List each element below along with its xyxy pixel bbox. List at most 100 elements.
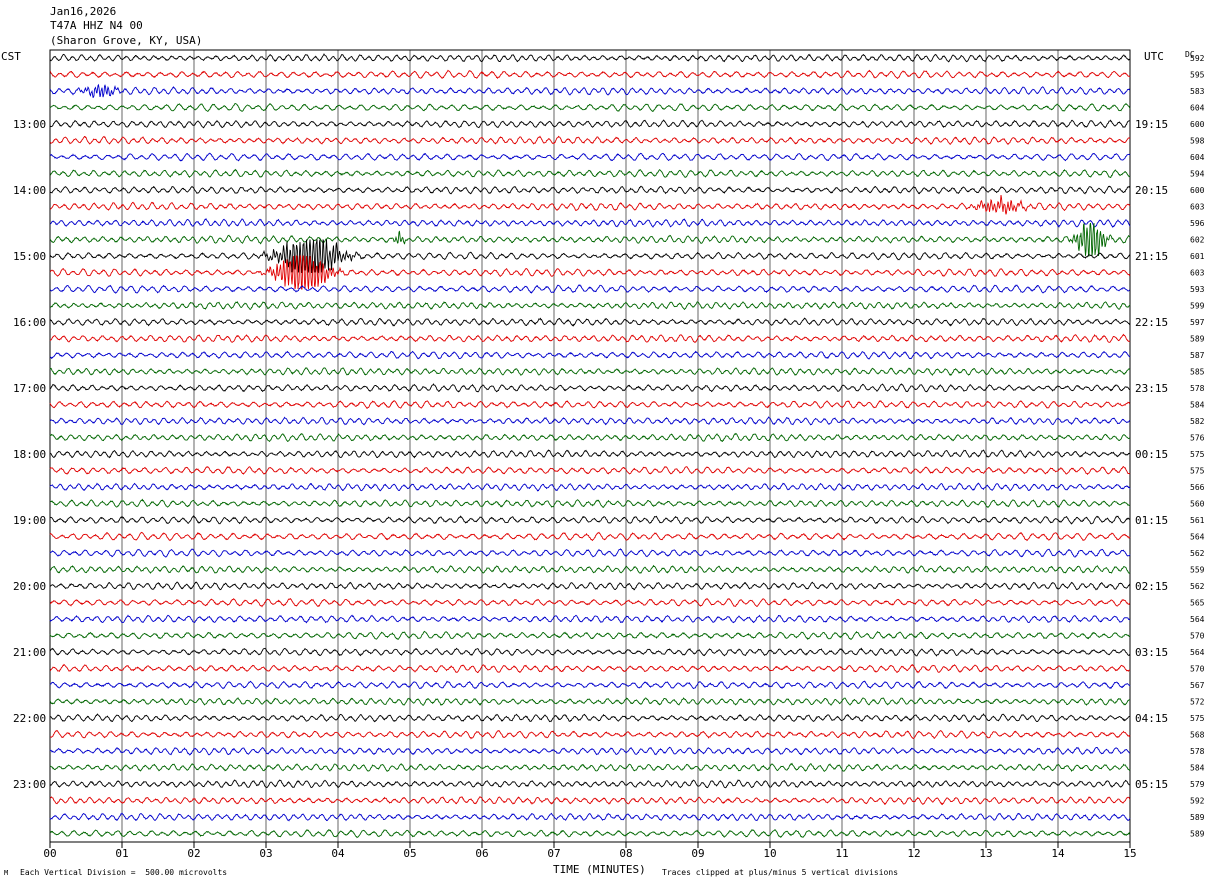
clip-note: Traces clipped at plus/minus 5 vertical … bbox=[662, 868, 899, 877]
hour-label-left: 21:00 bbox=[13, 646, 46, 659]
seismic-trace-13 bbox=[49, 239, 1131, 274]
x-axis-label: TIME (MINUTES) bbox=[553, 863, 646, 876]
hour-label-right: 20:15 bbox=[1135, 184, 1168, 197]
left-timezone-label: CST bbox=[1, 50, 21, 63]
hour-label-left: 13:00 bbox=[13, 118, 46, 131]
seismic-trace-25 bbox=[49, 449, 1131, 459]
dc-offset-label: 596 bbox=[1190, 219, 1205, 228]
seismic-trace-24 bbox=[49, 432, 1131, 443]
footer-mark: M bbox=[4, 869, 9, 877]
right-timezone-label: UTC bbox=[1144, 50, 1164, 63]
dc-offset-label: 582 bbox=[1190, 417, 1205, 426]
dc-offset-label: 575 bbox=[1190, 450, 1205, 459]
hour-label-left: 20:00 bbox=[13, 580, 46, 593]
seismic-trace-29 bbox=[49, 515, 1131, 525]
hour-label-right: 03:15 bbox=[1135, 646, 1168, 659]
dc-offset-label: 565 bbox=[1190, 599, 1205, 608]
dc-offset-label: 562 bbox=[1190, 582, 1205, 591]
seismic-trace-47 bbox=[49, 812, 1131, 822]
seismic-trace-23 bbox=[49, 416, 1131, 426]
dc-offset-label: 584 bbox=[1190, 764, 1205, 773]
hour-label-right: 01:15 bbox=[1135, 514, 1168, 527]
seismic-trace-18 bbox=[49, 333, 1131, 344]
dc-offset-label: 566 bbox=[1190, 483, 1205, 492]
plot-frame bbox=[49, 49, 1131, 843]
hour-label-right: 04:15 bbox=[1135, 712, 1168, 725]
seismic-trace-10 bbox=[50, 195, 1131, 215]
seismic-trace-20 bbox=[49, 367, 1131, 376]
seismic-trace-2 bbox=[49, 69, 1131, 80]
seismic-trace-41 bbox=[49, 713, 1131, 723]
dc-offset-label: 575 bbox=[1190, 467, 1205, 476]
hour-label-right: 21:15 bbox=[1135, 250, 1168, 263]
x-tick-label: 03 bbox=[259, 847, 272, 860]
seismic-trace-37 bbox=[49, 647, 1131, 657]
seismic-trace-38 bbox=[49, 663, 1131, 674]
seismic-trace-22 bbox=[49, 400, 1131, 410]
seismic-trace-42 bbox=[50, 729, 1131, 740]
dc-offset-label: 592 bbox=[1190, 54, 1205, 63]
dc-offset-label: 599 bbox=[1190, 302, 1205, 311]
x-tick-label: 06 bbox=[475, 847, 488, 860]
dc-offset-label: 602 bbox=[1190, 236, 1205, 245]
hour-label-right: 22:15 bbox=[1135, 316, 1168, 329]
dc-offset-label: 578 bbox=[1190, 384, 1205, 393]
x-tick-label: 04 bbox=[331, 847, 345, 860]
seismic-trace-31 bbox=[49, 548, 1131, 558]
hour-label-right: 00:15 bbox=[1135, 448, 1168, 461]
x-tick-label: 11 bbox=[835, 847, 848, 860]
seismic-trace-43 bbox=[49, 746, 1131, 756]
seismic-trace-8 bbox=[49, 168, 1131, 179]
dc-offset-label: 579 bbox=[1190, 780, 1205, 789]
dc-offset-label: 593 bbox=[1190, 285, 1205, 294]
seismic-trace-7 bbox=[49, 152, 1131, 162]
dc-offset-label: 559 bbox=[1190, 566, 1205, 575]
seismic-trace-3 bbox=[49, 83, 1131, 98]
hour-label-right: 23:15 bbox=[1135, 382, 1168, 395]
dc-offset-label: 604 bbox=[1190, 153, 1205, 162]
station-location: (Sharon Grove, KY, USA) bbox=[50, 34, 203, 47]
dc-offset-label: 587 bbox=[1190, 351, 1205, 360]
dc-offset-label: 578 bbox=[1190, 747, 1205, 756]
dc-label: DC bbox=[1185, 50, 1195, 59]
seismic-trace-12 bbox=[49, 222, 1131, 257]
dc-offset-label: 600 bbox=[1190, 186, 1205, 195]
x-tick-label: 00 bbox=[43, 847, 56, 860]
dc-offset-label: 592 bbox=[1190, 797, 1205, 806]
x-tick-label: 14 bbox=[1051, 847, 1065, 860]
x-tick-label: 09 bbox=[691, 847, 704, 860]
x-tick-label: 05 bbox=[403, 847, 416, 860]
x-tick-label: 12 bbox=[907, 847, 920, 860]
dc-offset-label: 583 bbox=[1190, 87, 1205, 96]
seismic-trace-9 bbox=[49, 185, 1131, 195]
seismic-trace-44 bbox=[49, 762, 1131, 772]
x-tick-label: 07 bbox=[547, 847, 560, 860]
seismic-trace-36 bbox=[49, 630, 1131, 641]
dc-offset-label: 603 bbox=[1190, 203, 1205, 212]
x-tick-label: 01 bbox=[115, 847, 128, 860]
hour-label-left: 16:00 bbox=[13, 316, 46, 329]
dc-offset-label: 598 bbox=[1190, 137, 1205, 146]
dc-offset-label: 600 bbox=[1190, 120, 1205, 129]
hour-label-right: 05:15 bbox=[1135, 778, 1168, 791]
seismic-trace-19 bbox=[49, 350, 1131, 360]
hour-label-left: 23:00 bbox=[13, 778, 46, 791]
dc-offset-label: 597 bbox=[1190, 318, 1205, 327]
dc-offset-label: 568 bbox=[1190, 731, 1205, 740]
dc-offset-label: 589 bbox=[1190, 335, 1205, 344]
dc-offset-label: 564 bbox=[1190, 533, 1205, 542]
seismic-trace-17 bbox=[49, 317, 1131, 327]
dc-offset-label: 584 bbox=[1190, 401, 1205, 410]
seismic-trace-33 bbox=[49, 581, 1131, 591]
seismic-trace-46 bbox=[49, 796, 1131, 806]
x-tick-label: 13 bbox=[979, 847, 992, 860]
dc-offset-label: 575 bbox=[1190, 714, 1205, 723]
seismic-trace-16 bbox=[49, 301, 1131, 311]
x-tick-label: 10 bbox=[763, 847, 776, 860]
seismic-trace-48 bbox=[49, 828, 1131, 839]
dc-offset-label: 589 bbox=[1190, 830, 1205, 839]
hour-label-right: 19:15 bbox=[1135, 118, 1168, 131]
seismic-trace-28 bbox=[49, 498, 1131, 509]
dc-offset-label: 594 bbox=[1190, 170, 1205, 179]
